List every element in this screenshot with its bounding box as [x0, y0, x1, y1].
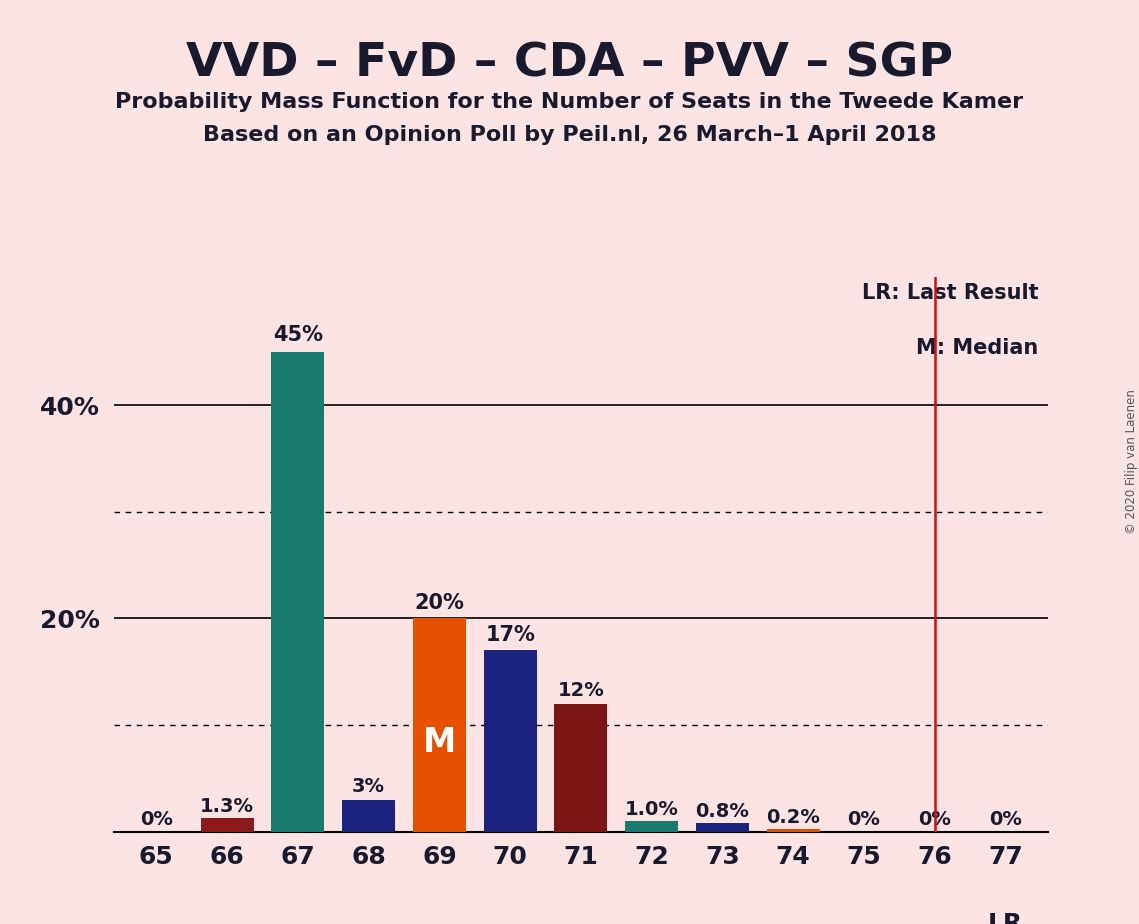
Text: Based on an Opinion Poll by Peil.nl, 26 March–1 April 2018: Based on an Opinion Poll by Peil.nl, 26 … [203, 125, 936, 145]
Text: 17%: 17% [485, 625, 535, 645]
Bar [625, 821, 678, 832]
Bar [271, 352, 325, 832]
Text: 0.8%: 0.8% [696, 802, 749, 821]
Text: 20%: 20% [415, 593, 465, 613]
Text: 45%: 45% [273, 325, 322, 346]
Text: 0.2%: 0.2% [767, 808, 820, 827]
Text: © 2020 Filip van Laenen: © 2020 Filip van Laenen [1124, 390, 1138, 534]
Text: 1.3%: 1.3% [200, 796, 254, 816]
Text: 12%: 12% [557, 681, 605, 700]
Text: 0%: 0% [140, 810, 173, 830]
Bar [696, 823, 749, 832]
Text: 1.0%: 1.0% [624, 800, 679, 819]
Text: LR: Last Result: LR: Last Result [862, 283, 1039, 303]
Text: 0%: 0% [989, 810, 1022, 830]
Text: 0%: 0% [918, 810, 951, 830]
Text: M: M [423, 725, 456, 759]
Text: VVD – FvD – CDA – PVV – SGP: VVD – FvD – CDA – PVV – SGP [186, 42, 953, 87]
Bar [484, 650, 536, 832]
Text: 3%: 3% [352, 777, 385, 796]
Bar [200, 818, 254, 832]
Text: 0%: 0% [847, 810, 880, 830]
Bar [412, 618, 466, 832]
Bar [555, 704, 607, 832]
Text: LR: LR [988, 912, 1023, 924]
Text: Probability Mass Function for the Number of Seats in the Tweede Kamer: Probability Mass Function for the Number… [115, 92, 1024, 113]
Bar [767, 830, 820, 832]
Text: M: Median: M: Median [916, 338, 1039, 359]
Bar [342, 799, 395, 832]
